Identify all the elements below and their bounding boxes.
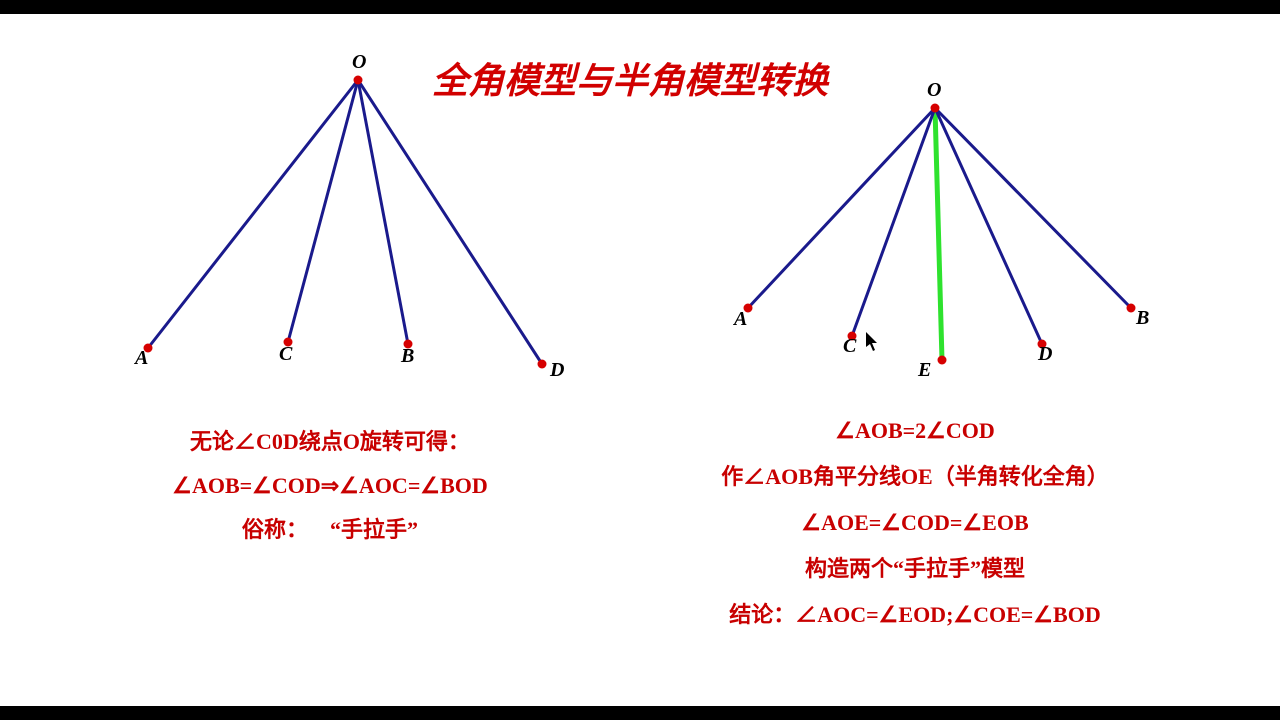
right-label-C: C: [843, 335, 857, 357]
right-text-line-4: 结论：∠AOC=∠EOD;∠COE=∠BOD: [615, 592, 1215, 638]
right-point-E: [938, 356, 947, 365]
right-label-A: A: [732, 308, 747, 330]
left-line-OC: [288, 80, 358, 342]
right-text-line-1: 作∠AOB角平分线OE（半角转化全角）: [615, 454, 1215, 500]
right-text-block: ∠AOB=2∠COD作∠AOB角平分线OE（半角转化全角）∠AOE=∠COD=∠…: [615, 408, 1215, 638]
right-line-OD: [935, 108, 1042, 344]
left-text-line-1: ∠AOB=∠COD⇒∠AOC=∠BOD: [30, 464, 630, 508]
right-point-O: [931, 104, 940, 113]
right-text-line-2: ∠AOE=∠COD=∠EOB: [615, 500, 1215, 546]
right-point-D: [1038, 340, 1047, 349]
right-line-OE: [935, 108, 942, 360]
right-line-OB: [935, 108, 1131, 308]
right-point-A: [744, 304, 753, 313]
left-point-O: [354, 76, 363, 85]
left-text-block: 无论∠C0D绕点O旋转可得：∠AOB=∠COD⇒∠AOC=∠BOD俗称： “手拉…: [30, 420, 630, 552]
left-label-B: B: [400, 345, 414, 367]
right-text-line-3: 构造两个“手拉手”模型: [615, 546, 1215, 592]
right-line-OC: [852, 108, 935, 336]
left-line-OD: [358, 80, 542, 364]
left-text-line-0: 无论∠C0D绕点O旋转可得：: [30, 420, 630, 464]
left-point-B: [404, 340, 413, 349]
left-point-A: [144, 344, 153, 353]
letterbox-bottom: [0, 706, 1280, 720]
right-label-B: B: [1135, 307, 1149, 329]
right-label-O: O: [927, 79, 941, 101]
right-label-E: E: [917, 359, 931, 381]
right-point-C: [848, 332, 857, 341]
left-label-C: C: [279, 343, 293, 365]
left-label-A: A: [133, 347, 148, 369]
page-title: 全角模型与半角模型转换: [432, 52, 828, 104]
left-line-OB: [358, 80, 408, 344]
right-text-line-0: ∠AOB=2∠COD: [615, 408, 1215, 454]
letterbox-top: [0, 0, 1280, 14]
cursor-icon: [866, 332, 880, 352]
left-line-OA: [148, 80, 358, 348]
left-label-O: O: [352, 51, 366, 73]
left-point-C: [284, 338, 293, 347]
left-label-D: D: [549, 359, 564, 381]
right-label-D: D: [1037, 343, 1052, 365]
right-point-B: [1127, 304, 1136, 313]
left-point-D: [538, 360, 547, 369]
right-line-OA: [748, 108, 935, 308]
left-text-line-2: 俗称： “手拉手”: [30, 508, 630, 552]
